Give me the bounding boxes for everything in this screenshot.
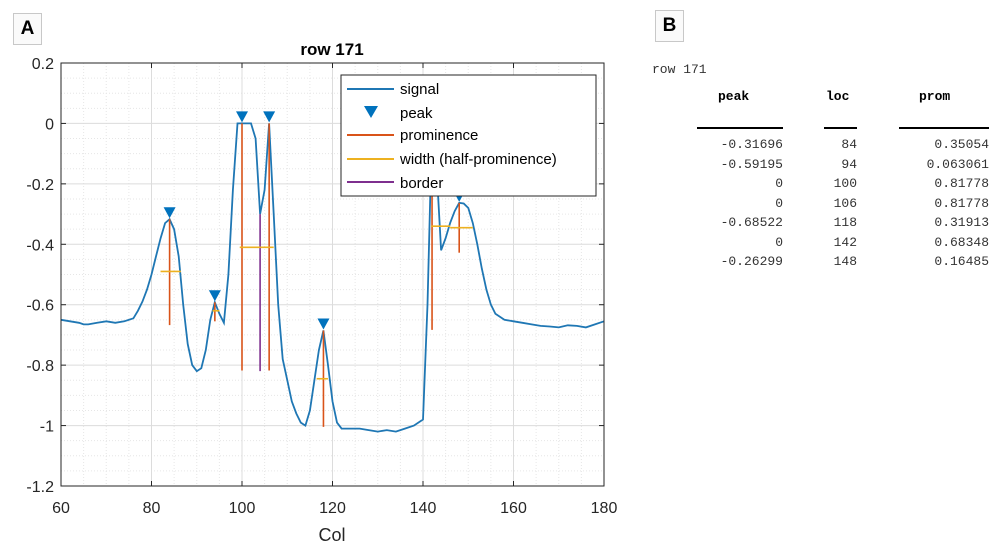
signal-line	[60, 122, 605, 433]
legend-width-label: width (half-prominence)	[399, 151, 557, 168]
column-header-peak: peak	[718, 89, 750, 104]
peak-marker	[317, 318, 330, 330]
y-tick-label: -0.6	[26, 298, 54, 315]
peak-chart: 60 80 100 120 140 160 180 0.2 0 -0.2 -0.4 -0.6 -0.8 -…	[26, 40, 617, 545]
x-tick-label: 140	[410, 500, 437, 517]
table-body: -0.31696 84 0.35054 -0.59195 94 0.063061 0 100 0…	[652, 62, 989, 302]
legend: signal peak prominence width (half-promi…	[340, 74, 597, 197]
y-tick-label: 0	[45, 116, 54, 133]
x-tick-label: 60	[52, 500, 70, 517]
table-caption: row 171	[652, 62, 707, 77]
table-cell-prom: 0.81778	[934, 195, 989, 211]
table-cell-loc: 106	[833, 195, 857, 211]
y-tick-label: -0.8	[26, 358, 54, 375]
table-cell-loc: 100	[833, 176, 857, 191]
table-cell-peak: -0.31696	[720, 137, 783, 152]
table-cell-loc: 94	[841, 156, 857, 172]
panel-label-b: B	[655, 10, 684, 42]
peak-marker	[263, 111, 276, 123]
peak-marker	[208, 290, 221, 302]
table-cell-peak: 0	[775, 234, 783, 250]
x-tick-label: 100	[229, 500, 256, 517]
panel-label-a: A	[13, 13, 42, 45]
x-tick-label: 80	[143, 500, 161, 517]
table-cell-prom: 0.16485	[934, 254, 989, 269]
header-rule-peak	[697, 127, 783, 129]
table-cell-prom: 0.063061	[926, 156, 989, 172]
table-cell-loc: 148	[833, 254, 857, 269]
y-tick-label: -1.2	[26, 479, 54, 496]
x-tick-label: 180	[591, 500, 618, 517]
chart-title: row 171	[300, 40, 363, 59]
x-axis-label: Col	[318, 525, 345, 545]
table-cell-peak: -0.26299	[720, 254, 783, 269]
y-tick-label: 0.2	[32, 56, 54, 73]
y-tick-label: -0.4	[26, 237, 54, 254]
header-rule-loc	[824, 127, 857, 129]
table-cell-peak: -0.59195	[720, 156, 783, 172]
table-cell-prom: 0.35054	[934, 137, 989, 152]
table-cell-peak: 0	[775, 195, 783, 211]
legend-signal-label: signal	[400, 81, 439, 98]
peak-marker	[236, 111, 248, 123]
column-header-loc: loc	[826, 89, 850, 104]
table-cell-loc: 142	[833, 234, 857, 250]
header-rule-prom	[899, 127, 989, 129]
legend-border-label: border	[400, 175, 443, 192]
y-tick-label: -0.2	[26, 177, 54, 194]
table-cell-prom: 0.68348	[934, 234, 989, 250]
table-cell-prom: 0.81778	[934, 176, 989, 191]
table-cell-loc: 84	[841, 137, 857, 152]
peak-marker	[163, 207, 176, 219]
x-tick-label: 120	[319, 500, 346, 517]
legend-peak-label: peak	[400, 105, 433, 122]
table-cell-peak: 0	[775, 176, 783, 191]
column-header-prom: prom	[919, 89, 951, 104]
table-cell-peak: -0.68522	[720, 215, 783, 230]
legend-peak-marker	[364, 106, 378, 118]
axis-ticks: 60 80 100 120 140 160 180 0.2 0 -0.2 -0.4 -0.6 -0.8 -…	[26, 56, 617, 517]
y-tick-label: -1	[40, 419, 54, 436]
table-cell-loc: 118	[833, 215, 857, 230]
table-cell-prom: 0.31913	[934, 215, 989, 230]
x-tick-label: 160	[500, 500, 527, 517]
legend-prominence-label: prominence	[400, 127, 478, 144]
